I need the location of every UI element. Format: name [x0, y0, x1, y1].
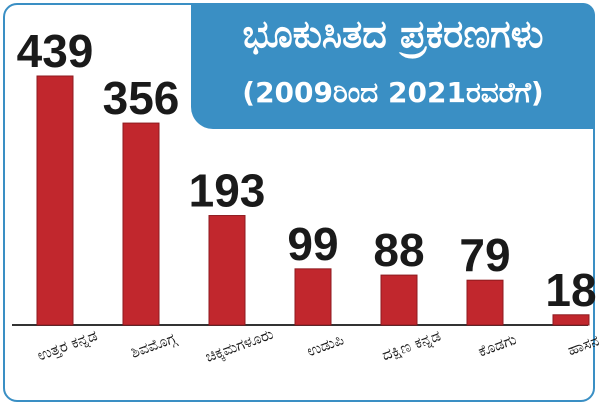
bar-0 — [36, 75, 74, 326]
bar-4 — [380, 274, 418, 326]
value-label-1: 356 — [103, 72, 180, 124]
category-label-4: ದಕ್ಷಿಣ ಕನ್ನಡ — [379, 326, 443, 365]
category-label-3: ಉಡುಪಿ — [304, 330, 346, 360]
value-label-4: 88 — [373, 224, 424, 276]
value-label-0: 439 — [17, 25, 94, 77]
title-panel — [191, 3, 595, 129]
chart-subtitle: (2009ರಿಂದ 2021ರವರೆಗೆ) — [242, 76, 544, 109]
value-label-6: 18 — [545, 264, 596, 316]
bar-2 — [208, 215, 246, 326]
value-label-2: 193 — [189, 165, 266, 217]
category-label-0: ಉತ್ತರ ಕನ್ನಡ — [35, 326, 100, 365]
value-label-3: 99 — [287, 218, 338, 270]
value-label-5: 79 — [459, 229, 510, 281]
category-label-2: ಚಿಕ್ಕಮಗಳೂರು — [203, 325, 277, 368]
category-label-1: ಶಿವಮೊಗ್ಗ — [128, 328, 179, 361]
bar-1 — [122, 122, 160, 326]
category-label-5: ಕೊಡಗು — [476, 330, 519, 360]
chart-title: ಭೂಕುಸಿತದ ಪ್ರಕರಣಗಳು — [242, 12, 544, 56]
category-label-6: ಹಾಸನ — [565, 331, 600, 359]
bar-3 — [294, 268, 332, 326]
bar-6 — [552, 314, 590, 326]
bar-5 — [466, 279, 504, 326]
